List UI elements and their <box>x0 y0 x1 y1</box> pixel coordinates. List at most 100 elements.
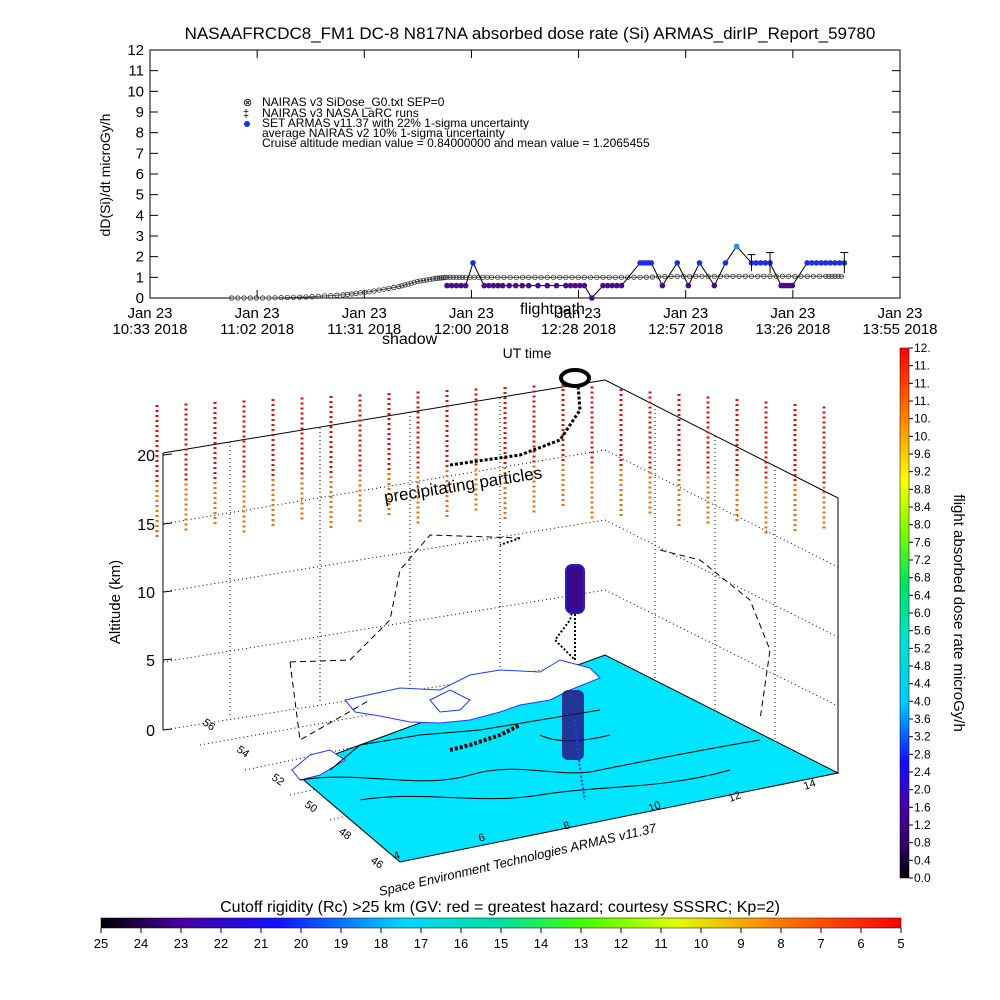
top-x-tick-date: Jan 23 <box>877 305 922 322</box>
nairas-point <box>532 274 538 280</box>
top-y-tick-label: 3 <box>136 228 144 245</box>
bottom-colorbar-tick-label: 22 <box>214 936 228 951</box>
armas-point <box>490 282 497 289</box>
altitude-tick-label: 15 <box>137 517 155 534</box>
nairas-point <box>625 274 631 280</box>
nairas-point <box>420 277 427 284</box>
bottom-colorbar-tick-label: 17 <box>414 936 428 951</box>
nairas-point <box>736 273 742 279</box>
right-colorbar-tick-label: 8.0 <box>914 518 931 532</box>
right-colorbar-tick-label: 2.0 <box>914 783 931 797</box>
nairas-point <box>444 274 450 280</box>
armas-point <box>581 282 588 289</box>
top-x-tick-time: 11:02 2018 <box>220 321 294 338</box>
right-colorbar-tick-label: 4.4 <box>914 677 931 691</box>
precipitating-particles-label: precipitating particles <box>383 463 544 507</box>
nairas-point <box>742 273 748 279</box>
top-y-tick-label: 6 <box>136 166 144 183</box>
latitude-tick-label: 56 <box>200 717 217 734</box>
top-y-tick-label: 11 <box>128 63 144 80</box>
armas-point <box>827 260 834 266</box>
top-plot-frame <box>149 49 901 299</box>
legend-entry-armas: SET ARMAS v11.37 with 22% 1-sigma uncert… <box>262 116 529 130</box>
nairas-point <box>773 273 779 279</box>
nairas-point <box>433 275 439 281</box>
legend-entry-nairas-g0: NAIRAS v3 SiDose_G0.txt SEP=0 <box>262 95 445 109</box>
armas-point <box>535 282 541 289</box>
armas-point <box>832 260 838 266</box>
nairas-point <box>396 284 402 290</box>
altitude-tick-label: 20 <box>137 448 155 465</box>
nairas-point <box>438 275 445 281</box>
nairas-point <box>575 274 581 280</box>
armas-point <box>506 282 513 289</box>
armas-point <box>813 260 820 266</box>
armas-point <box>659 282 666 289</box>
armas-point <box>822 260 829 266</box>
nairas-point <box>386 285 392 291</box>
bottom-colorbar-gradient <box>100 917 902 929</box>
right-colorbar-tick-label: 0.0 <box>914 871 931 885</box>
flight-path-cruise-purple <box>565 564 585 614</box>
longitude-tick-label: 12 <box>727 789 743 804</box>
armas-point <box>753 260 759 266</box>
flight-path-ground-blue <box>574 719 586 801</box>
bottom-colorbar-tick-label: 20 <box>294 936 308 951</box>
right-colorbar-tick-label: 8.4 <box>914 500 931 514</box>
armas-point <box>696 260 703 266</box>
longitude-tick-label: 6 <box>477 831 487 844</box>
nairas-point <box>550 274 557 280</box>
armas-point <box>458 282 464 289</box>
figure-title: NASAAFRCDC8_FM1 DC-8 N817NA absorbed dos… <box>185 24 876 43</box>
top-legend: ⊗ NAIRAS v3 SiDose_G0.txt SEP=0 ‡ NAIRAS… <box>243 95 650 150</box>
top-x-tick-time: 13:26 2018 <box>755 321 830 338</box>
nairas-point <box>680 273 687 279</box>
nairas-point <box>366 289 372 295</box>
altitude-axis: 0 5 10 15 20 <box>137 448 173 740</box>
nairas-point <box>405 281 411 287</box>
armas-point <box>757 260 764 266</box>
right-colorbar-tick-label: 2.4 <box>914 765 931 779</box>
bottom-colorbar-tick-label: 19 <box>334 936 348 951</box>
nairas-point <box>705 273 711 279</box>
armas-point <box>674 260 681 266</box>
nairas-point <box>816 273 823 279</box>
bottom-colorbar-tick-label: 13 <box>574 936 588 951</box>
nairas-point <box>687 273 693 279</box>
armas-point <box>563 282 569 289</box>
armas-point <box>604 282 611 289</box>
right-colorbar-tick-label: 1.2 <box>914 818 931 832</box>
nairas-point <box>241 295 247 301</box>
right-colorbar: 0.0 0.4 0.8 1.2 1.6 2.0 2.4 2.8 3.2 3.6 4.0 4.4 4.8 5… <box>899 341 967 885</box>
sea-areas <box>291 659 601 781</box>
right-colorbar-tick-label: 11. <box>914 376 930 390</box>
nairas-point <box>823 273 829 279</box>
bottom-colorbar-label: Cutoff rigidity (Rc) >25 km (GV: red = g… <box>220 899 780 916</box>
bottom-colorbar-tick-label: 12 <box>614 936 628 951</box>
nairas-point <box>334 292 340 298</box>
top-y-tick-label: 1 <box>136 269 144 286</box>
armas-point <box>711 282 718 289</box>
armas-point <box>512 282 519 289</box>
bottom-colorbar-tick-label: 9 <box>737 936 744 951</box>
armas-point <box>809 260 815 266</box>
armas-point <box>448 282 455 289</box>
nairas-point <box>649 274 656 280</box>
armas-point <box>818 260 824 266</box>
top-x-tick-date: Jan 23 <box>556 305 601 322</box>
altitude-tick <box>162 453 173 456</box>
nairas-point <box>513 274 519 280</box>
right-colorbar-tick-label: 4.0 <box>914 694 931 708</box>
altitude-tick-label: 5 <box>146 653 155 670</box>
legend-entry-average: average NAIRAS v2 10% 1-sigma uncertaint… <box>262 126 505 140</box>
right-colorbar-tick-label: 5.6 <box>914 624 931 638</box>
nairas-point <box>587 274 594 280</box>
nairas-point <box>272 295 278 301</box>
longitude-axis: 4 6 8 10 12 14 <box>392 777 818 862</box>
nairas-point <box>501 274 507 280</box>
nairas-point <box>376 287 382 293</box>
nairas-point <box>693 273 699 279</box>
nairas-point <box>631 274 637 280</box>
bottom-colorbar-tick-label: 16 <box>454 936 468 951</box>
